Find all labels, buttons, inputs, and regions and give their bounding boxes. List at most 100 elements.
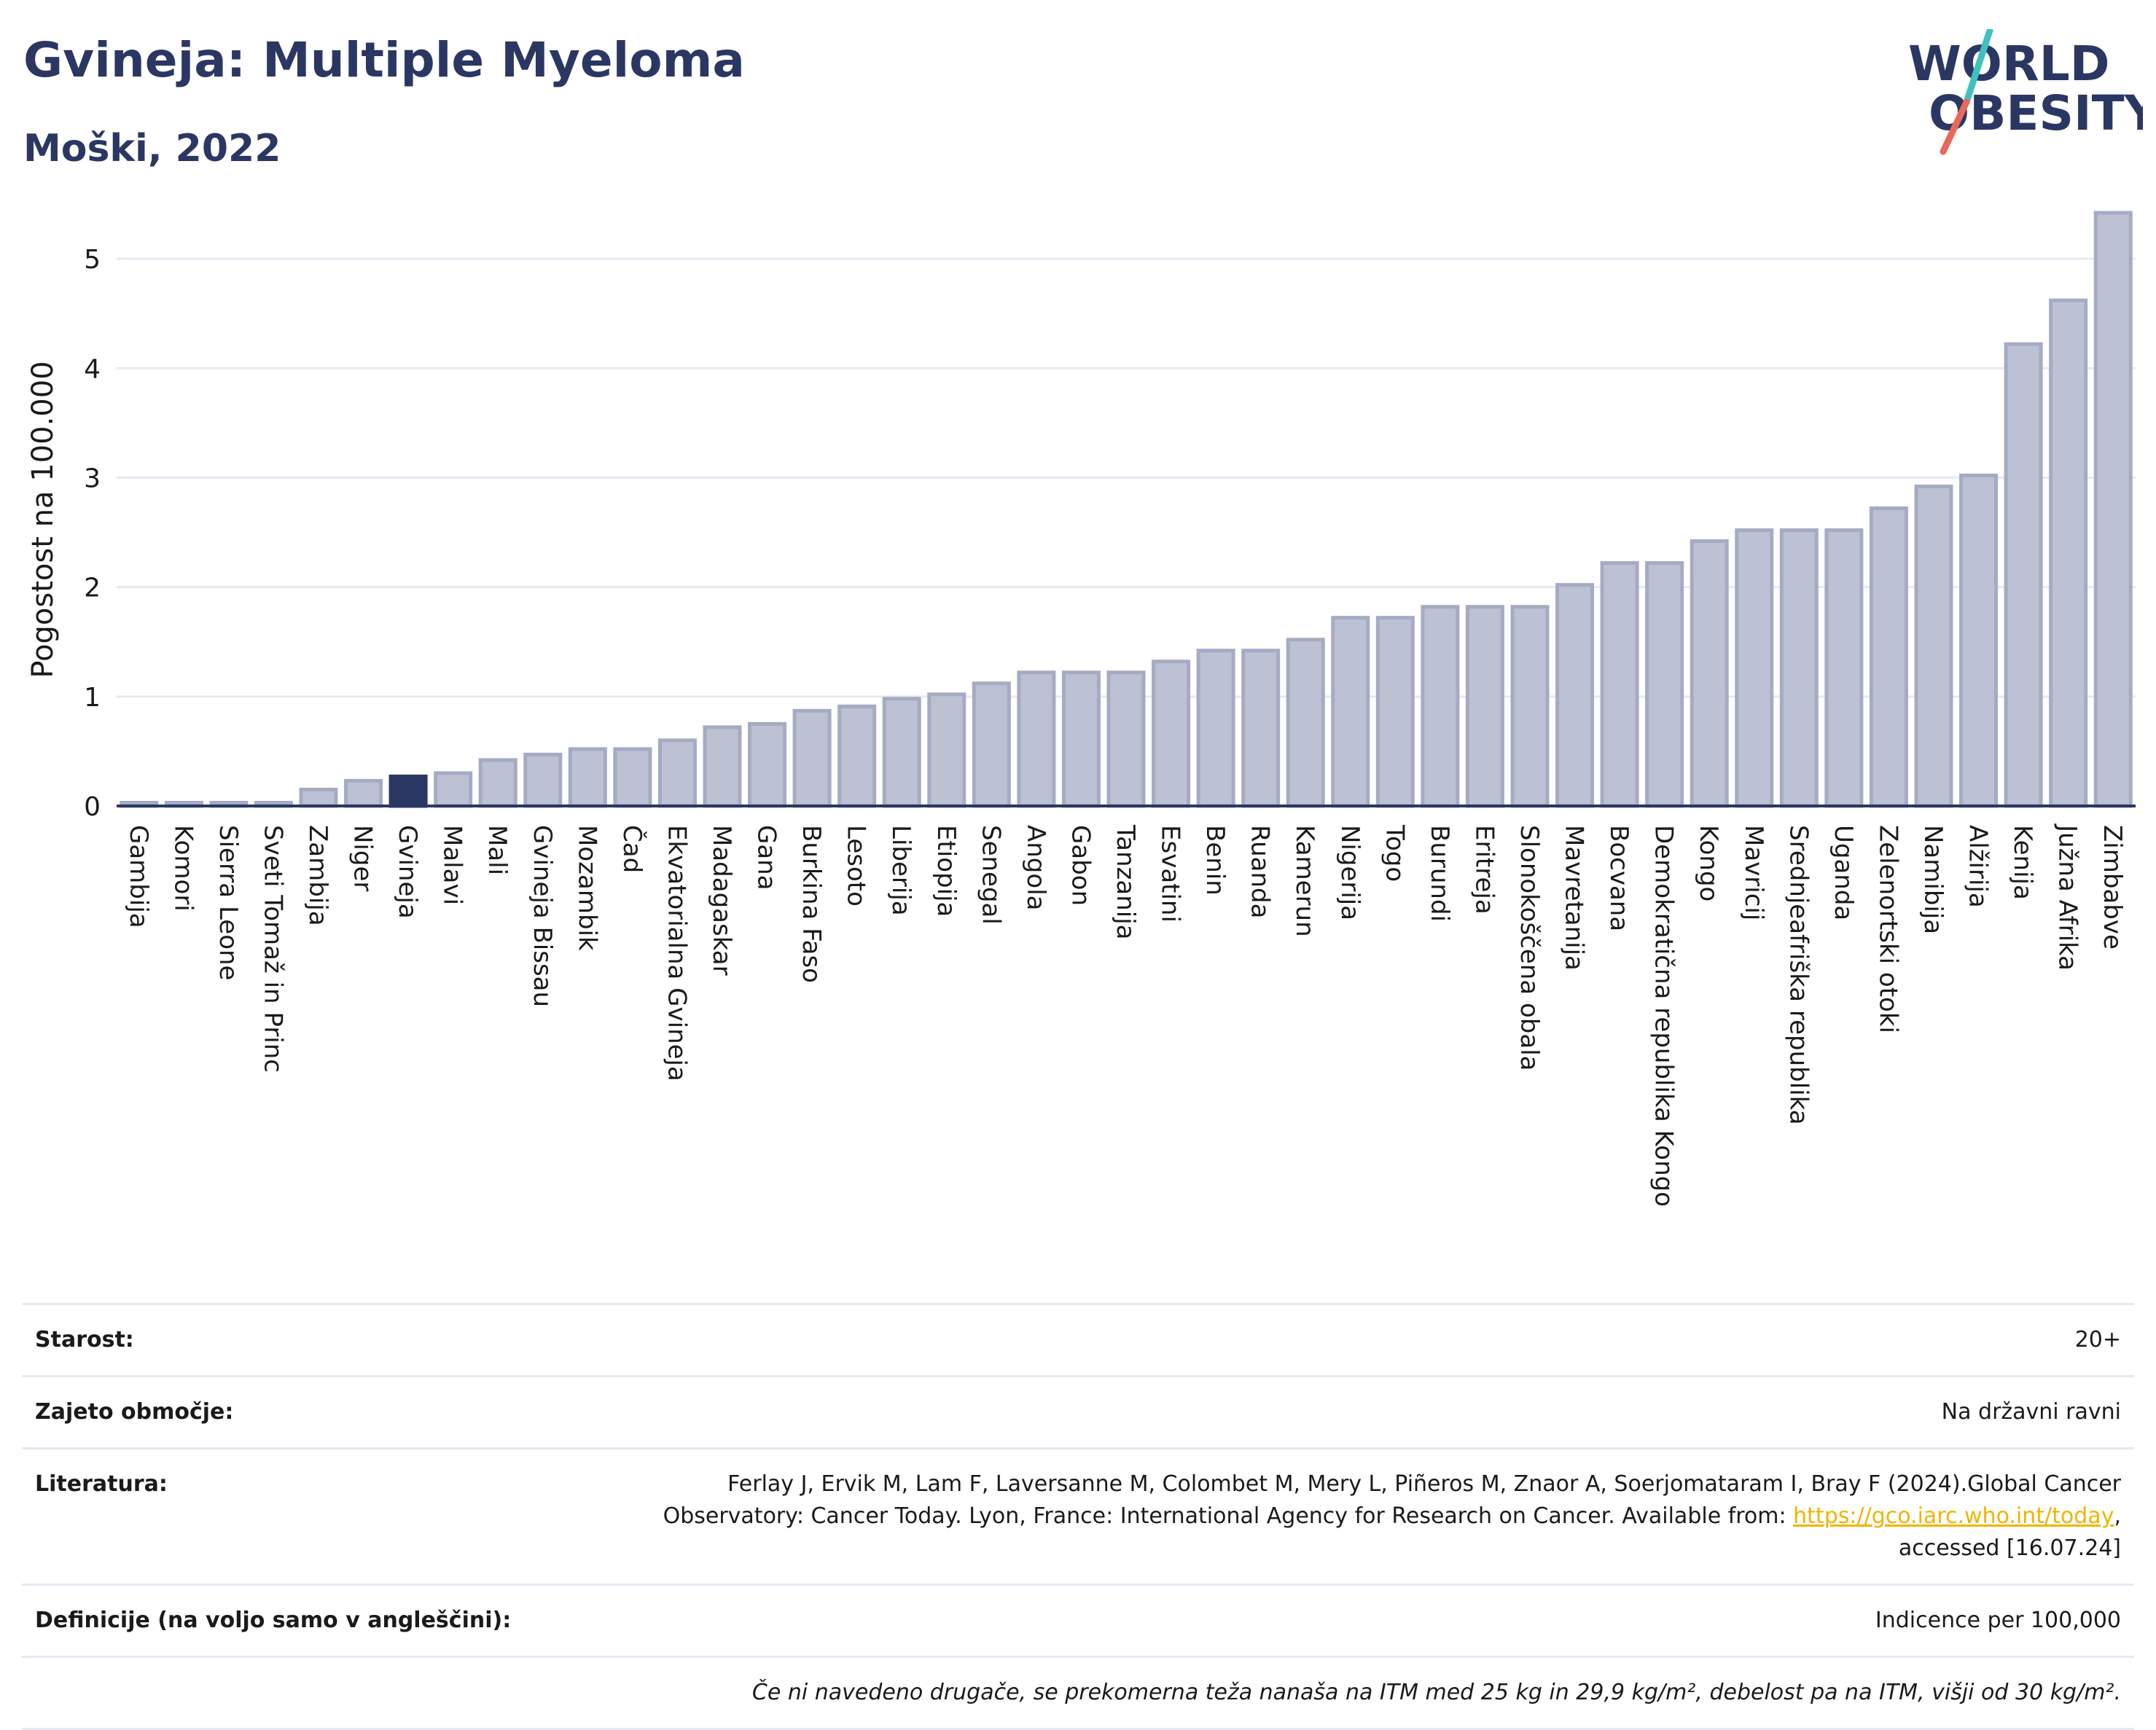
literature-link[interactable]: https://gco.iarc.who.int/today (1793, 1503, 2114, 1529)
bar-mavretanija (1555, 583, 1595, 808)
bar-gana (748, 721, 787, 808)
x-tick-label: Benin (1200, 825, 1230, 896)
bar-tanzanija (1106, 670, 1146, 808)
x-tick-label: Namibija (1918, 825, 1948, 934)
x-tick-label: Mali (483, 825, 512, 875)
x-tick-label: Kongo (1694, 825, 1723, 901)
bar-gvineja (388, 774, 428, 808)
bar-gabon (1061, 670, 1101, 808)
x-tick-label: Slonokoščena obala (1515, 825, 1544, 1071)
x-tick-label: Ruanda (1246, 825, 1275, 918)
logo-text-world: WORLD (1908, 36, 2110, 92)
bar-lesoto (837, 704, 877, 808)
bar-chart: 0 1 2 3 4 5 Gambija Komori Sierra Leone Sveti To… (26, 211, 2136, 1207)
bar-ruanda (1241, 649, 1281, 808)
y-tick-label: 0 (84, 792, 101, 822)
x-axis-ticks: Gambija Komori Sierra Leone Sveti Tomaž in … (124, 823, 2127, 1207)
x-tick-label: Madagaskar (707, 825, 736, 976)
literature-line-1: Ferlay J, Ervik M, Lam F, Laversanne M, … (727, 1471, 2121, 1497)
info-row-note: Če ni navedeno drugače, se prekomerna te… (22, 1656, 2134, 1730)
bar-kenija (2004, 342, 2043, 808)
bar-mali (478, 758, 517, 808)
x-tick-label: Čad (617, 825, 647, 873)
x-tick-label: Burundi (1425, 825, 1454, 922)
bar-etiopija (927, 692, 966, 808)
logo-slash-top (1963, 29, 1993, 106)
bar-čad (613, 747, 652, 808)
bar-mozambik (568, 747, 607, 808)
x-tick-label: Uganda (1829, 825, 1858, 920)
x-tick-label: Zelenortski otoki (1873, 825, 1902, 1033)
x-tick-label: Gana (752, 825, 781, 891)
y-tick-label: 1 (84, 683, 101, 713)
x-tick-label: Liberija (886, 825, 915, 916)
x-tick-label: Mavretanija (1560, 825, 1589, 971)
bar-angola (1017, 670, 1056, 808)
bar-burundi (1421, 605, 1460, 808)
x-tick-label: Etiopija (931, 825, 961, 917)
bar-kamerun (1286, 638, 1325, 808)
info-table: Starost: 20+ Zajeto območje: Na državni … (22, 1303, 2134, 1730)
x-tick-label: Gvineja (393, 825, 422, 919)
bar-srednjeafriška-republika (1779, 528, 1819, 808)
world-obesity-logo: WORLD OBESITY (1908, 29, 2143, 155)
bar-bocvana (1600, 561, 1639, 808)
definitions-value: Indicence per 100,000 (1875, 1608, 2121, 1633)
logo-slash-bottom (1940, 98, 1970, 155)
info-row-literature: Literatura: Ferlay J, Ervik M, Lam F, La… (22, 1447, 2134, 1584)
bar-demokratična-republika-kongo (1645, 561, 1684, 808)
x-tick-label: Gabon (1066, 825, 1095, 906)
x-tick-label: Tanzanija (1111, 824, 1140, 939)
x-tick-label: Niger (348, 825, 378, 891)
x-tick-label: Lesoto (842, 825, 871, 907)
bar-niger (344, 778, 383, 808)
bar-zambija (299, 787, 338, 808)
coverage-value: Na državni ravni (1941, 1399, 2121, 1425)
x-tick-label: Angola (1021, 825, 1050, 910)
bar-alžirija (1959, 473, 1999, 808)
bar-nigerija (1331, 616, 1370, 808)
x-tick-label: Bocvana (1604, 825, 1633, 931)
bars (120, 211, 2133, 808)
literature-value: Ferlay J, Ervik M, Lam F, Laversanne M, … (663, 1468, 2121, 1565)
x-tick-label: Sveti Tomaž in Princ (258, 825, 287, 1073)
y-tick-label: 4 (84, 354, 101, 384)
info-row-coverage: Zajeto območje: Na državni ravni (22, 1375, 2134, 1447)
x-tick-label: Gambija (124, 825, 153, 928)
x-tick-label: Esvatini (1156, 825, 1185, 923)
obesity-note: Če ni navedeno drugače, se prekomerna te… (751, 1680, 2121, 1705)
page-subtitle: Moški, 2022 (23, 127, 281, 171)
bar-senegal (972, 681, 1011, 808)
x-tick-label: Eritreja (1469, 825, 1499, 915)
x-tick-label: Zimbabve (2098, 825, 2127, 950)
bar-madagaskar (703, 725, 742, 808)
bar-benin (1196, 649, 1235, 808)
x-tick-label: Mavricij (1739, 825, 1768, 920)
bar-zimbabve (2093, 211, 2133, 808)
bar-gvineja-bissau (523, 752, 563, 808)
info-row-age: Starost: 20+ (22, 1303, 2134, 1375)
x-tick-label: Komori (168, 825, 198, 912)
bar-esvatini (1152, 659, 1191, 808)
page-title: Gvineja: Multiple Myeloma (23, 32, 745, 88)
literature-line-2-end: , (2114, 1503, 2121, 1529)
bar-liberija (882, 697, 921, 808)
x-tick-label: Ekvatorialna Gvineja (662, 825, 691, 1081)
age-label: Starost: (35, 1327, 134, 1353)
literature-line-3: accessed [16.07.24] (1898, 1535, 2121, 1561)
x-tick-label: Burkina Faso (797, 825, 826, 983)
literature-line-2: Observatory: Cancer Today. Lyon, France:… (663, 1503, 1794, 1529)
x-tick-label: Južna Afrika (2053, 823, 2082, 971)
bar-namibija (1914, 484, 1953, 808)
x-tick-label: Kenija (2008, 825, 2037, 900)
x-tick-label: Kamerun (1290, 825, 1319, 937)
x-tick-label: Mozambik (572, 825, 601, 951)
bar-zelenortski-otoki (1869, 506, 1908, 808)
x-tick-label: Sierra Leone (214, 825, 243, 980)
definitions-label: Definicije (na voljo samo v angleščini): (35, 1608, 512, 1633)
bar-južna-afrika (2049, 298, 2088, 808)
x-tick-label: Alžirija (1964, 825, 1993, 908)
literature-label: Literatura: (35, 1471, 168, 1497)
y-tick-label: 3 (84, 463, 101, 493)
bar-ekvatorialna-gvineja (657, 738, 697, 808)
